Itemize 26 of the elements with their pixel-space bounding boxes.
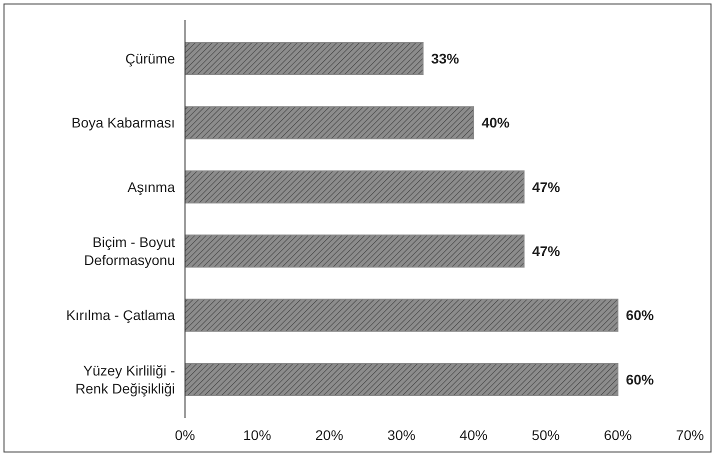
x-tick-label: 60% xyxy=(604,427,632,443)
x-tick-label: 40% xyxy=(460,427,488,443)
x-tick-label: 50% xyxy=(532,427,560,443)
y-tick-label: Aşınma xyxy=(128,178,176,195)
y-tick-label: Boya Kabarması xyxy=(72,114,175,131)
data-label: 40% xyxy=(482,114,510,131)
data-label: 60% xyxy=(626,371,654,388)
y-tick-label: Kırılma - Çatlama xyxy=(66,307,176,324)
data-label: 47% xyxy=(532,242,561,259)
bar xyxy=(184,298,618,332)
x-tick-label: 20% xyxy=(315,427,344,443)
data-label: 60% xyxy=(626,307,654,324)
x-tick-label: 30% xyxy=(387,427,416,443)
data-label: 33% xyxy=(431,50,460,66)
bar xyxy=(184,42,424,76)
data-label: 47% xyxy=(532,178,561,195)
y-tick-label: Biçim - Boyut Deformasyonu xyxy=(84,234,176,268)
y-tick-label: Çürüme xyxy=(125,50,176,66)
bar xyxy=(184,234,525,268)
bar xyxy=(184,362,618,396)
x-tick-label: 10% xyxy=(243,427,272,443)
x-tick-label: 0% xyxy=(174,427,196,443)
bar xyxy=(184,106,474,140)
bar xyxy=(184,170,525,204)
y-tick-label: Yüzey Kirliliği - Renk Değişikliği xyxy=(75,362,176,396)
x-tick-label: 70% xyxy=(676,427,704,443)
